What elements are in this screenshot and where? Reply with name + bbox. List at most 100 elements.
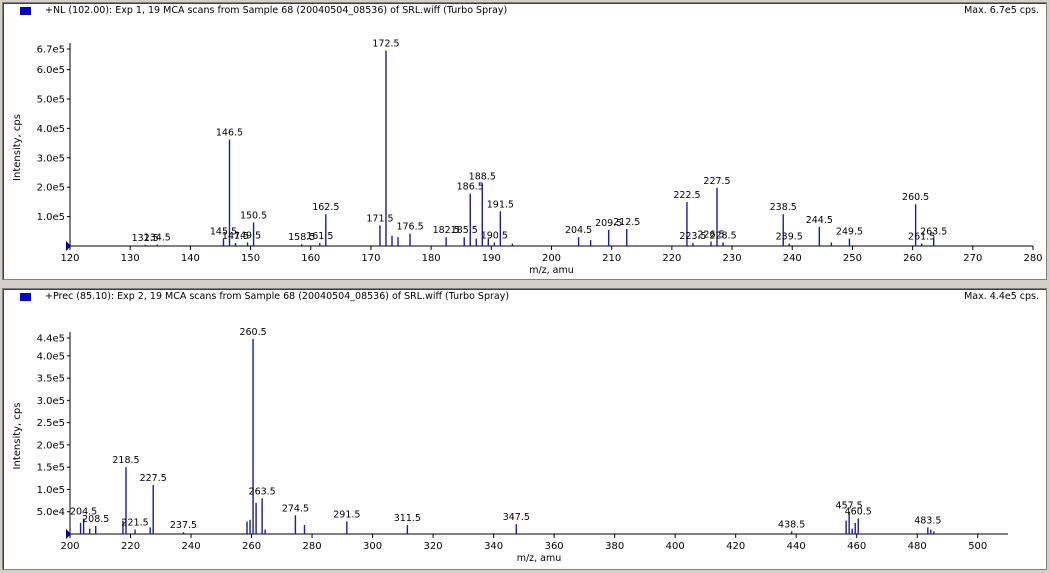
x-tick-label: 240 bbox=[783, 253, 802, 264]
peak-label: 134.5 bbox=[144, 233, 171, 244]
baseline-marker-icon bbox=[66, 529, 71, 539]
x-tick-label: 150 bbox=[241, 253, 260, 264]
y-tick-label: 3.5e5 bbox=[37, 374, 65, 385]
x-tick-label: 160 bbox=[301, 253, 320, 264]
x-tick-label: 270 bbox=[963, 253, 982, 264]
peak-label: 191.5 bbox=[487, 199, 514, 210]
peak-label: 158.5 bbox=[288, 232, 315, 243]
x-tick-label: 140 bbox=[181, 253, 200, 264]
x-tick-label: 200 bbox=[60, 541, 79, 552]
peak-label: 226.5 bbox=[697, 230, 724, 241]
trace-color-icon[interactable] bbox=[20, 7, 31, 15]
y-tick-label: 3.0e5 bbox=[37, 396, 65, 407]
peak-label: 263.5 bbox=[920, 227, 947, 238]
peak-label: 171.5 bbox=[366, 213, 393, 224]
max-intensity-label: Max. 6.7e5 cps. bbox=[964, 5, 1039, 16]
panel-title: +Prec (85.10): Exp 2, 19 MCA scans from … bbox=[45, 291, 510, 302]
x-tick-label: 260 bbox=[242, 541, 261, 552]
peak-label: 188.5 bbox=[469, 171, 496, 182]
peak-label: 260.5 bbox=[239, 327, 266, 338]
prec-spectrum-chart[interactable]: 200 220 240 260 280 300 320 340 360 380 400 420 440 4… bbox=[3, 289, 1046, 569]
x-axis-label: m/z, amu bbox=[517, 553, 562, 564]
peak-label: 460.5 bbox=[845, 506, 872, 517]
x-tick-label: 320 bbox=[424, 541, 443, 552]
peak-label: 172.5 bbox=[372, 38, 399, 49]
peak-label: 145.5 bbox=[210, 227, 237, 238]
peak-label: 218.5 bbox=[112, 455, 139, 466]
x-tick-label: 220 bbox=[121, 541, 140, 552]
x-tick-label: 220 bbox=[662, 253, 681, 264]
peak-label: 208.5 bbox=[82, 514, 109, 525]
peak-label: 161.5 bbox=[306, 231, 333, 242]
x-tick-label: 280 bbox=[303, 541, 322, 552]
y-tick-label: 2.5e5 bbox=[37, 418, 65, 429]
y-tick-label: 5.0e5 bbox=[37, 94, 65, 105]
peak-label: 204.5 bbox=[70, 506, 97, 517]
x-tick-label: 170 bbox=[361, 253, 380, 264]
x-tick-label: 480 bbox=[908, 541, 927, 552]
peak-label: 260.5 bbox=[902, 192, 929, 203]
peak-label: 149.5 bbox=[234, 230, 261, 241]
peak-label: 150.5 bbox=[240, 210, 267, 221]
y-tick-label: 6.0e5 bbox=[37, 65, 65, 76]
peak-label: 221.5 bbox=[121, 518, 148, 529]
x-tick-label: 210 bbox=[602, 253, 621, 264]
y-tick-label: 2.0e5 bbox=[37, 183, 65, 194]
x-tick-label: 230 bbox=[723, 253, 742, 264]
peak-label: 212.5 bbox=[613, 217, 640, 228]
spectrum-panel-nl: +NL (102.00): Exp 1, 19 MCA scans from S… bbox=[2, 2, 1047, 280]
y-tick-label: 6.7e5 bbox=[37, 45, 65, 56]
peak-label: 311.5 bbox=[394, 513, 421, 524]
x-tick-label: 440 bbox=[787, 541, 806, 552]
peak-label: 249.5 bbox=[836, 227, 863, 238]
x-tick-label: 200 bbox=[542, 253, 561, 264]
y-axis-label: Intensity, cps bbox=[12, 114, 23, 181]
trace-color-icon[interactable] bbox=[20, 293, 31, 301]
y-tick-label: 4.4e5 bbox=[37, 334, 65, 345]
peak-label: 239.5 bbox=[776, 232, 803, 243]
peak-label: 457.5 bbox=[836, 501, 863, 512]
x-tick-label: 190 bbox=[482, 253, 501, 264]
peak-label: 176.5 bbox=[396, 222, 423, 233]
nl-spectrum-chart[interactable]: 120 130 140 150 160 170 180 190 200 210 220 230 240 2… bbox=[3, 3, 1046, 279]
peak-label: 227.5 bbox=[140, 473, 167, 484]
x-tick-label: 340 bbox=[484, 541, 503, 552]
x-tick-label: 250 bbox=[843, 253, 862, 264]
y-tick-label: 1.5e5 bbox=[37, 463, 65, 474]
peak-label: 162.5 bbox=[312, 202, 339, 213]
y-tick-label: 3.0e5 bbox=[37, 153, 65, 164]
peak-label: 291.5 bbox=[333, 510, 360, 521]
x-tick-label: 180 bbox=[422, 253, 441, 264]
peak-label: 182.5 bbox=[433, 225, 460, 236]
x-tick-label: 240 bbox=[181, 541, 200, 552]
y-tick-label: 4.0e5 bbox=[37, 124, 65, 135]
peak-label: 223.5 bbox=[679, 231, 706, 242]
peak-label: 238.5 bbox=[770, 202, 797, 213]
y-tick-label: 2.0e5 bbox=[37, 440, 65, 451]
peak-label: 228.5 bbox=[709, 230, 736, 241]
x-tick-label: 280 bbox=[1023, 253, 1042, 264]
peak-label: 347.5 bbox=[503, 512, 530, 523]
y-tick-label: 1.0e5 bbox=[37, 212, 65, 223]
x-tick-label: 500 bbox=[968, 541, 987, 552]
peak-label: 209.5 bbox=[595, 218, 622, 229]
x-axis-label: m/z, amu bbox=[529, 265, 574, 276]
peak-label: 190.5 bbox=[481, 230, 508, 241]
peak-label: 483.5 bbox=[914, 515, 941, 526]
x-tick-label: 300 bbox=[363, 541, 382, 552]
y-tick-label: 1.0e5 bbox=[37, 485, 65, 496]
baseline-marker-icon bbox=[66, 241, 71, 251]
peak-label: 132.5 bbox=[132, 233, 159, 244]
x-tick-label: 420 bbox=[726, 541, 745, 552]
peak-label: 263.5 bbox=[249, 486, 276, 497]
peak-label: 186.5 bbox=[457, 182, 484, 193]
y-axis-label: Intensity, cps bbox=[12, 403, 23, 470]
peak-label: 146.5 bbox=[216, 128, 243, 139]
peak-label: 147.5 bbox=[222, 231, 249, 242]
x-tick-label: 120 bbox=[60, 253, 79, 264]
peak-label: 274.5 bbox=[282, 503, 309, 514]
x-tick-label: 460 bbox=[847, 541, 866, 552]
peak-label: 185.5 bbox=[451, 225, 478, 236]
peak-label: 261.5 bbox=[908, 232, 935, 243]
y-tick-label: 5.0e4 bbox=[37, 507, 65, 518]
